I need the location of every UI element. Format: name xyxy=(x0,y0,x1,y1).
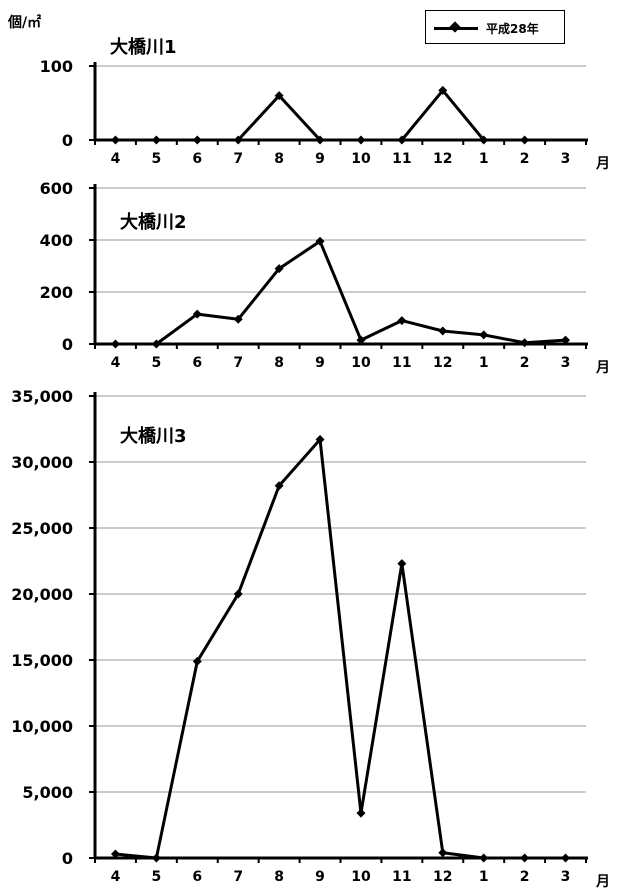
x-tick-label: 5 xyxy=(152,869,162,885)
x-tick-label: 1 xyxy=(479,355,489,371)
data-point-marker xyxy=(479,135,489,145)
y-tick-label: 0 xyxy=(62,335,73,354)
x-tick-label: 7 xyxy=(233,151,243,167)
x-tick-label: 6 xyxy=(192,869,202,885)
y-tick-label: 15,000 xyxy=(11,651,73,670)
x-tick-label: 3 xyxy=(561,869,571,885)
series-line xyxy=(115,88,525,142)
x-tick-label: 12 xyxy=(433,151,452,167)
data-point-marker xyxy=(110,339,120,349)
data-point-marker xyxy=(397,316,407,326)
data-point-marker xyxy=(192,135,202,145)
y-tick-label: 0 xyxy=(62,849,73,868)
x-tick-label: 3 xyxy=(561,355,571,371)
y-tick-label: 25,000 xyxy=(11,519,73,538)
data-point-marker xyxy=(151,339,161,349)
x-tick-label: 2 xyxy=(520,151,530,167)
data-point-marker xyxy=(274,481,284,491)
y-tick-label: 20,000 xyxy=(11,585,73,604)
series-line xyxy=(115,438,566,860)
x-tick-label: 7 xyxy=(233,355,243,371)
data-point-marker xyxy=(315,236,325,246)
legend: 平成28年 xyxy=(425,10,565,44)
y-tick-label: 10,000 xyxy=(11,717,73,736)
series-line xyxy=(115,239,566,346)
x-tick-label: 5 xyxy=(152,355,162,371)
data-point-marker xyxy=(356,808,366,818)
chart-title: 大橋川3 xyxy=(120,425,187,447)
x-tick-label: 1 xyxy=(479,869,489,885)
y-tick-label: 35,000 xyxy=(11,387,73,406)
x-tick-label: 4 xyxy=(111,355,121,371)
x-tick-label: 4 xyxy=(111,869,121,885)
data-point-marker xyxy=(315,435,325,445)
x-tick-label: 6 xyxy=(192,151,202,167)
chart-title: 大橋川2 xyxy=(120,211,187,233)
data-point-marker xyxy=(110,135,120,145)
month-unit-label: 月 xyxy=(595,874,610,890)
x-tick-label: 1 xyxy=(479,151,489,167)
data-point-marker xyxy=(356,335,366,345)
data-point-marker xyxy=(274,264,284,274)
x-tick-label: 7 xyxy=(233,869,243,885)
data-point-marker xyxy=(397,135,407,145)
x-tick-label: 9 xyxy=(315,355,325,371)
data-point-marker xyxy=(192,309,202,319)
y-tick-label: 0 xyxy=(62,131,73,150)
x-tick-label: 9 xyxy=(315,869,325,885)
data-point-marker xyxy=(233,314,243,324)
data-point-marker xyxy=(479,330,489,340)
x-tick-label: 2 xyxy=(520,869,530,885)
data-point-marker xyxy=(233,589,243,599)
data-point-marker xyxy=(520,338,530,348)
data-point-marker xyxy=(274,91,284,101)
x-tick-label: 8 xyxy=(274,151,284,167)
data-point-marker xyxy=(315,135,325,145)
x-tick-label: 10 xyxy=(351,869,371,885)
x-tick-label: 12 xyxy=(433,869,452,885)
y-unit-label: 個/㎡ xyxy=(8,15,42,31)
x-tick-label: 4 xyxy=(111,151,121,167)
x-tick-label: 10 xyxy=(351,151,371,167)
y-tick-label: 600 xyxy=(40,179,73,198)
data-point-marker xyxy=(438,326,448,336)
month-unit-label: 月 xyxy=(595,156,610,172)
y-tick-label: 400 xyxy=(40,231,73,250)
y-tick-label: 200 xyxy=(40,283,73,302)
x-tick-label: 6 xyxy=(192,355,202,371)
y-tick-label: 5,000 xyxy=(22,783,73,802)
data-point-marker xyxy=(438,85,448,95)
data-point-marker xyxy=(397,559,407,569)
data-point-marker xyxy=(479,853,489,863)
x-tick-label: 10 xyxy=(351,355,371,371)
x-tick-label: 11 xyxy=(392,869,411,885)
data-point-marker xyxy=(151,135,161,145)
data-point-marker xyxy=(520,135,530,145)
x-tick-label: 11 xyxy=(392,151,411,167)
x-tick-label: 8 xyxy=(274,355,284,371)
x-tick-label: 3 xyxy=(561,151,571,167)
x-tick-label: 8 xyxy=(274,869,284,885)
data-point-marker xyxy=(110,849,120,859)
chart-title: 大橋川1 xyxy=(110,36,177,58)
x-tick-label: 2 xyxy=(520,355,530,371)
x-tick-label: 9 xyxy=(315,151,325,167)
legend-label: 平成28年 xyxy=(486,22,539,36)
data-point-marker xyxy=(151,853,161,863)
data-point-marker xyxy=(561,853,571,863)
data-point-marker xyxy=(356,135,366,145)
month-unit-label: 月 xyxy=(595,360,610,376)
data-point-marker xyxy=(520,853,530,863)
data-point-marker xyxy=(438,848,448,858)
data-point-marker xyxy=(561,335,571,345)
x-tick-label: 12 xyxy=(433,355,452,371)
x-tick-label: 11 xyxy=(392,355,411,371)
data-point-marker xyxy=(192,656,202,666)
data-point-marker xyxy=(233,135,243,145)
x-tick-label: 5 xyxy=(152,151,162,167)
y-tick-label: 30,000 xyxy=(11,453,73,472)
y-tick-label: 100 xyxy=(40,57,73,76)
